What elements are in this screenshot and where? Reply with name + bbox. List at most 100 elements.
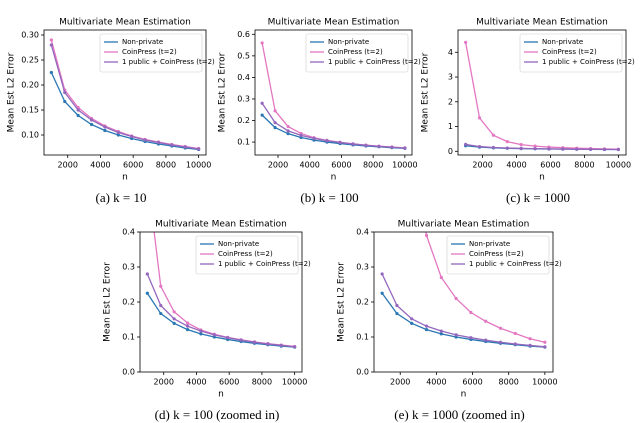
point	[312, 136, 316, 141]
point	[364, 143, 368, 147]
y-tick-label: 0.5	[237, 51, 250, 60]
y-tick-label: 0.10	[21, 131, 39, 140]
point	[484, 338, 488, 342]
series-line	[146, 273, 295, 348]
x-tick-label: 10000	[186, 161, 211, 170]
point	[145, 272, 149, 276]
x-axis-label: n	[122, 173, 128, 183]
chart-panel: Multivariate Mean Estimation 2000 4000 6000…	[218, 18, 422, 205]
point	[338, 140, 342, 145]
y-tick-label: 3	[448, 73, 453, 82]
legend: Non-private CoinPress (t=2) 1 public + Coi…	[446, 235, 562, 275]
point	[390, 145, 394, 149]
series-group	[464, 40, 620, 152]
legend: Non-private CoinPress (t=2) 1 public + Coi…	[99, 33, 215, 73]
plot-frame	[373, 231, 554, 373]
x-tick-label: 4000	[186, 378, 206, 387]
point	[170, 143, 174, 147]
point	[159, 284, 163, 288]
plot-frame	[457, 29, 627, 156]
y-axis-label: Mean Est L2 Error	[7, 52, 17, 132]
point	[212, 333, 216, 337]
x-tick-label: 4000	[426, 378, 446, 387]
point	[454, 333, 458, 337]
point	[143, 138, 147, 142]
point	[477, 144, 482, 149]
series-line	[50, 44, 199, 150]
series-line	[50, 72, 199, 151]
point	[76, 108, 80, 112]
point	[226, 336, 230, 340]
point	[380, 272, 384, 276]
y-tick-label: 0.1	[237, 138, 250, 147]
point	[279, 343, 283, 347]
point	[424, 233, 429, 238]
series-group	[49, 38, 201, 152]
chart-panel: Multivariate Mean Estimation 2000 4000 6000…	[337, 220, 563, 422]
y-tick-label: 0.2	[237, 116, 250, 125]
point	[491, 145, 495, 150]
point	[513, 342, 517, 346]
point	[410, 317, 414, 321]
y-tick-label: 0.3	[122, 263, 135, 272]
point	[293, 345, 297, 349]
y-tick-label: 0.4	[356, 228, 369, 237]
point	[63, 90, 67, 95]
point	[410, 321, 414, 325]
chart-panel: Multivariate Mean Estimation 2000 4000 6000…	[103, 220, 312, 422]
point	[49, 43, 53, 47]
point	[469, 310, 473, 315]
point	[477, 116, 482, 120]
x-axis-label: n	[218, 390, 224, 400]
legend: Non-private CoinPress (t=2) 1 public + Coi…	[195, 235, 311, 275]
point	[197, 147, 201, 151]
x-tick-label: 8000	[252, 378, 272, 387]
point	[299, 133, 303, 137]
point	[63, 99, 67, 104]
point	[439, 332, 443, 336]
point	[498, 326, 503, 330]
x-tick-label: 10000	[606, 161, 631, 170]
series-line	[146, 292, 295, 348]
y-axis-label: Mean Est L2 Error	[103, 262, 113, 342]
point	[49, 70, 53, 75]
point	[172, 310, 176, 314]
series-line	[381, 273, 545, 348]
caption: (c) k = 1000	[506, 190, 570, 205]
point	[498, 340, 503, 344]
point	[424, 328, 429, 332]
legend-label: Non-private	[218, 240, 259, 248]
y-tick-label: 0.6	[237, 30, 250, 39]
caption: (a) k = 10	[95, 190, 146, 205]
y-tick-label: 0.0	[122, 368, 135, 377]
point	[395, 311, 399, 316]
point	[273, 126, 277, 130]
legend-box	[195, 235, 299, 275]
series-line	[261, 102, 405, 149]
point	[395, 303, 399, 308]
x-axis-label: n	[331, 173, 337, 183]
point	[266, 342, 270, 346]
point	[351, 142, 355, 146]
point	[325, 139, 329, 143]
point	[185, 328, 190, 332]
legend-box	[446, 235, 550, 275]
series-group	[145, 232, 297, 349]
legend-label: 1 public + CoinPress (t=2)	[122, 58, 215, 66]
caption: (b) k = 100	[300, 190, 358, 205]
point	[260, 113, 264, 117]
legend-label: Non-private	[542, 38, 583, 46]
point	[543, 340, 547, 344]
point	[505, 140, 509, 144]
point	[185, 321, 190, 325]
point	[547, 147, 551, 151]
point	[183, 145, 187, 149]
y-tick-label: 0.1	[122, 333, 135, 342]
point	[505, 146, 509, 150]
y-tick-label: 1	[448, 122, 453, 131]
point	[172, 321, 176, 325]
point	[252, 340, 257, 344]
legend: Non-private CoinPress (t=2) 1 public + Coi…	[305, 33, 421, 73]
plot-frame	[43, 29, 207, 156]
point	[513, 331, 517, 336]
